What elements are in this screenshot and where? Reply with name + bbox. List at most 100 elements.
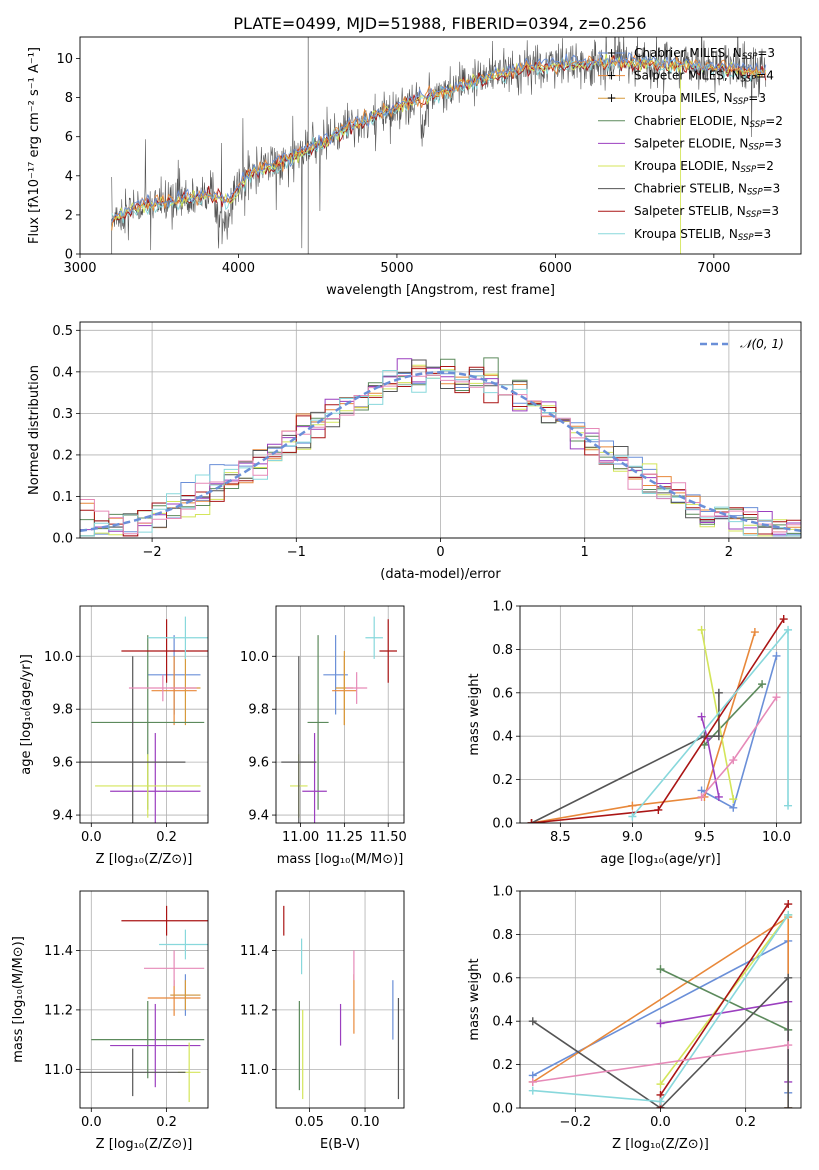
y-axis-label: mass weight (467, 673, 482, 755)
x-tick-label: 0.0 (81, 830, 102, 845)
x-tick-label: 3000 (63, 261, 96, 276)
legend-entry: Salpeter STELIB, NSSP=3 (634, 204, 779, 220)
x-tick-label: 0 (436, 545, 444, 560)
weight-marker (729, 795, 738, 804)
plot-area (527, 615, 793, 823)
y-tick-label: 0.2 (492, 773, 513, 788)
y-tick-label: 0.4 (492, 1015, 513, 1030)
axes-frame (519, 605, 802, 824)
x-axis-label: E(B-V) (320, 1137, 360, 1152)
y-tick-label: 9.8 (248, 703, 269, 718)
legend: 𝒩(0, 1) (700, 337, 784, 351)
legend-entry: Chabrier STELIB, NSSP=3 (634, 182, 780, 198)
y-tick-label: 4 (65, 169, 73, 184)
histogram-salpeter_stelib (80, 366, 801, 537)
x-tick-label: 8.5 (550, 830, 571, 845)
y-axis-label: Normed distribution (27, 365, 42, 495)
weight-marker (758, 680, 767, 689)
legend-entry: Chabrier MILES, NSSP=3 (634, 46, 775, 62)
y-tick-label: 0.2 (492, 1058, 513, 1073)
weight-marker (750, 628, 759, 637)
legend-marker: + (606, 69, 616, 83)
axes-frame (519, 890, 802, 1109)
legend-entry: Kroupa STELIB, NSSP=3 (634, 227, 771, 243)
x-tick-label: 0.05 (295, 1115, 324, 1130)
weight-marker (628, 812, 637, 821)
y-tick-label: 9.4 (52, 809, 73, 824)
weight-marker (697, 625, 706, 634)
y-tick-label: 2 (65, 208, 73, 223)
weight-marker (779, 615, 788, 624)
y-tick-label: 0.2 (52, 448, 73, 463)
y-tick-label: 0.1 (52, 490, 73, 505)
x-tick-label: 9.5 (694, 830, 715, 845)
legend-marker: + (606, 46, 616, 60)
x-tick-label: −1 (287, 545, 306, 560)
x-tick-label: 1 (581, 545, 589, 560)
y-tick-label: 9.6 (248, 756, 269, 771)
y-tick-label: 10.0 (44, 650, 73, 665)
y-tick-label: 11.0 (240, 1063, 269, 1078)
weight-marker (772, 693, 781, 702)
x-axis-label: mass [log₁₀(M/M⊙)] (277, 852, 404, 867)
y-axis-label: mass weight (467, 958, 482, 1040)
weight-marker (784, 625, 793, 634)
y-tick-label: 0 (65, 248, 73, 263)
x-tick-label: 9.0 (622, 830, 643, 845)
plot-age_weight: 8.5 9.0 9.5 10.0 0.0 0.2 0.4 0.6 0.8 1.0 age [log₁… (467, 600, 802, 867)
x-tick-label: 10.0 (762, 830, 791, 845)
y-tick-label: 0.6 (492, 971, 513, 986)
x-tick-label: 5000 (380, 261, 413, 276)
weight-marker (656, 1097, 665, 1106)
y-tick-label: 0.8 (492, 928, 513, 943)
histogram-kroupa_stelib (80, 370, 801, 537)
weight-marker (528, 1017, 537, 1026)
legend: + Chabrier MILES, NSSP=3 + Salpeter MILES, … (598, 46, 783, 243)
weight-marker (784, 973, 793, 982)
legend-entry: Kroupa MILES, NSSP=3 (634, 91, 766, 107)
x-tick-label: 0.2 (735, 1115, 756, 1130)
x-tick-label: 11.50 (370, 830, 407, 845)
weight-marker (714, 792, 723, 801)
plot-area (281, 616, 397, 823)
axes-frame (79, 890, 209, 1109)
axes-frame (79, 321, 802, 539)
histogram-pink (80, 374, 801, 535)
y-tick-label: 10.0 (240, 650, 269, 665)
weight-marker (656, 1080, 665, 1089)
weight-marker (697, 792, 706, 801)
weight-marker (528, 1077, 537, 1086)
y-tick-label: 9.4 (248, 809, 269, 824)
legend-entry: Salpeter MILES, NSSP=4 (634, 69, 774, 85)
x-axis-label: Z [log₁₀(Z/Z⊙)] (612, 1137, 709, 1152)
model-spectrum-chabrier_miles (111, 51, 767, 223)
axes-frame (79, 36, 802, 255)
y-tick-label: 0.8 (492, 643, 513, 658)
plot-z_weight: −0.2 0.0 0.2 0.0 0.2 0.4 0.6 0.8 1.0 Z [log₁₀(Z/Z… (467, 885, 802, 1152)
plot-spectrum: 3000 4000 5000 6000 7000 0 2 4 6 8 10 wavelength [A… (27, 14, 802, 298)
plot-area (528, 900, 793, 1108)
weight-marker (784, 910, 793, 919)
plot-area (283, 905, 400, 1100)
normal-curve (80, 371, 801, 532)
x-tick-label: −0.2 (560, 1115, 592, 1130)
legend-entry: Salpeter ELODIE, NSSP=3 (634, 136, 782, 152)
y-tick-label: 0.0 (492, 817, 513, 832)
weight-line-salpeter_miles (531, 631, 756, 823)
weight-line-chabrier_stelib (531, 692, 720, 823)
x-tick-label: 6000 (539, 261, 572, 276)
x-tick-label: 0.2 (156, 1115, 177, 1130)
plot-area (80, 357, 801, 537)
x-axis-label: Z [log₁₀(Z/Z⊙)] (96, 1137, 193, 1152)
weight-line-pink (532, 1044, 789, 1083)
weight-line-kroupa_stelib (631, 627, 789, 818)
legend-marker: + (606, 91, 616, 105)
plot-z_age: 0.0 0.2 9.4 9.6 9.8 10.0 Z [log₁₀(Z/Z⊙)] age [l… (19, 605, 209, 867)
weight-marker (654, 805, 663, 814)
x-tick-label: 0.10 (351, 1115, 380, 1130)
weight-marker (714, 732, 723, 741)
x-tick-label: 11.00 (282, 830, 319, 845)
weight-line-pink (700, 696, 778, 798)
weight-marker (772, 651, 781, 660)
y-axis-label: mass [log₁₀(M/M⊙)] (11, 936, 26, 1063)
